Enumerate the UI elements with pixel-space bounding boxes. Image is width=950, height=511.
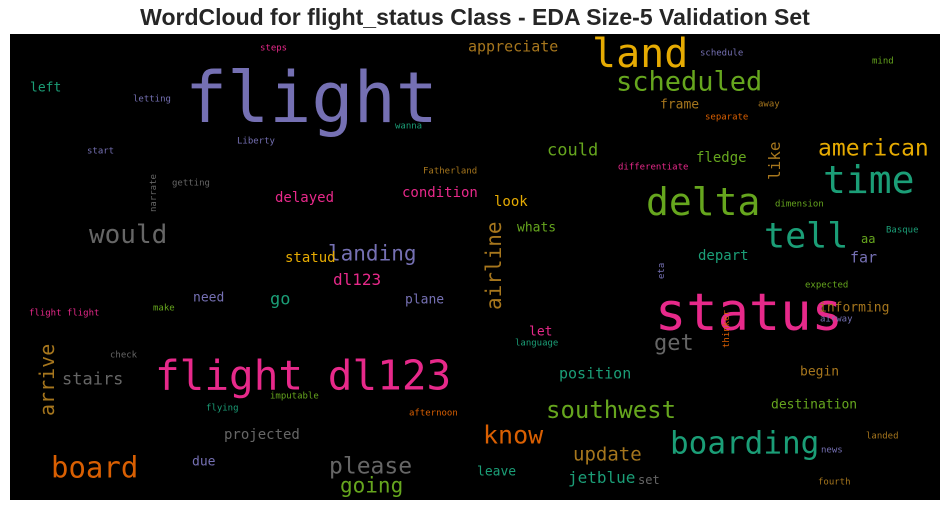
word-aa: aa	[861, 232, 876, 246]
word-update: update	[573, 443, 642, 466]
word-due: due	[192, 454, 216, 470]
word-flight: flight	[185, 57, 438, 139]
word-start: start	[87, 146, 115, 157]
word-statud: statud	[285, 250, 336, 266]
word-let: let	[529, 324, 553, 340]
word-time: time	[823, 158, 915, 202]
wordcloud-canvas: flight status flight dl123 land delta time tel…	[10, 34, 940, 500]
word-going: going	[340, 473, 404, 498]
word-liberty: Liberty	[237, 136, 275, 147]
word-wanna: wanna	[395, 121, 423, 132]
word-whats: whats	[517, 220, 557, 236]
word-mind: mind	[872, 56, 894, 67]
word-dl123: dl123	[333, 270, 382, 289]
word-flight-dl123: flight dl123	[155, 351, 452, 400]
word-appreciate: appreciate	[468, 37, 559, 56]
word-check: check	[110, 350, 138, 361]
word-frame: frame	[660, 97, 700, 113]
word-stairs: stairs	[62, 369, 124, 390]
word-jetblue: jetblue	[568, 468, 636, 487]
word-american: american	[818, 135, 929, 162]
word-airway: airway	[820, 314, 853, 325]
word-need: need	[193, 290, 225, 306]
word-basque: Basque	[886, 225, 919, 236]
word-dimension: dimension	[775, 199, 824, 210]
word-boarding: boarding	[670, 425, 820, 462]
word-board: board	[51, 450, 139, 485]
word-fledge: fledge	[696, 150, 747, 166]
word-look: look	[494, 194, 528, 210]
word-projected: projected	[224, 427, 300, 443]
word-go: go	[270, 289, 291, 310]
word-delayed: delayed	[275, 190, 335, 206]
chart-title: WordCloud for flight_status Class - EDA …	[140, 4, 810, 30]
word-please: please	[329, 453, 413, 480]
word-far: far	[850, 248, 878, 267]
word-imputable: imputable	[270, 391, 319, 402]
word-arrive: arrive	[35, 343, 59, 416]
word-get: get	[654, 331, 694, 356]
word-land: land	[592, 34, 689, 77]
word-condition: condition	[402, 185, 478, 201]
word-flying: flying	[206, 403, 239, 414]
word-plane: plane	[405, 292, 445, 308]
word-could: could	[547, 140, 599, 161]
word-know: know	[483, 420, 544, 450]
word-set: set	[638, 473, 660, 487]
word-status: status	[655, 283, 843, 343]
word-eta: eta	[657, 262, 667, 279]
word-separate: separate	[705, 112, 749, 123]
word-destination: destination	[771, 397, 858, 413]
word-flight-flight: flight flight	[29, 308, 100, 319]
word-narrate: narrate	[149, 174, 159, 212]
word-landed: landed	[866, 431, 899, 442]
word-landing: landing	[328, 241, 417, 266]
word-away: away	[758, 99, 780, 110]
word-like: like	[765, 141, 784, 180]
word-scheduled: scheduled	[616, 66, 763, 98]
word-expected: expected	[805, 280, 849, 291]
word-begin: begin	[800, 364, 840, 380]
word-leave: leave	[477, 464, 517, 480]
word-thinker: thinker	[722, 310, 732, 348]
word-fourth: fourth	[818, 477, 851, 488]
word-letting: letting	[133, 94, 171, 105]
word-differentiate: differentiate	[618, 162, 689, 173]
word-language: language	[515, 338, 559, 349]
word-southwest: southwest	[546, 396, 677, 424]
word-left: left	[30, 80, 62, 96]
word-news: news	[821, 445, 843, 456]
word-depart: depart	[698, 248, 749, 264]
word-informing: informing	[819, 300, 890, 316]
word-tell: tell	[764, 216, 849, 257]
word-would: would	[89, 220, 168, 250]
word-schedule: schedule	[700, 48, 744, 59]
word-fatherland: Fatherland	[423, 166, 478, 177]
word-position: position	[559, 364, 632, 383]
word-afternoon: afternoon	[409, 408, 458, 419]
word-airline: airline	[482, 221, 506, 310]
word-delta: delta	[646, 180, 761, 224]
word-make: make	[153, 303, 175, 314]
word-steps: steps	[260, 43, 288, 54]
word-getting: getting	[172, 178, 210, 189]
